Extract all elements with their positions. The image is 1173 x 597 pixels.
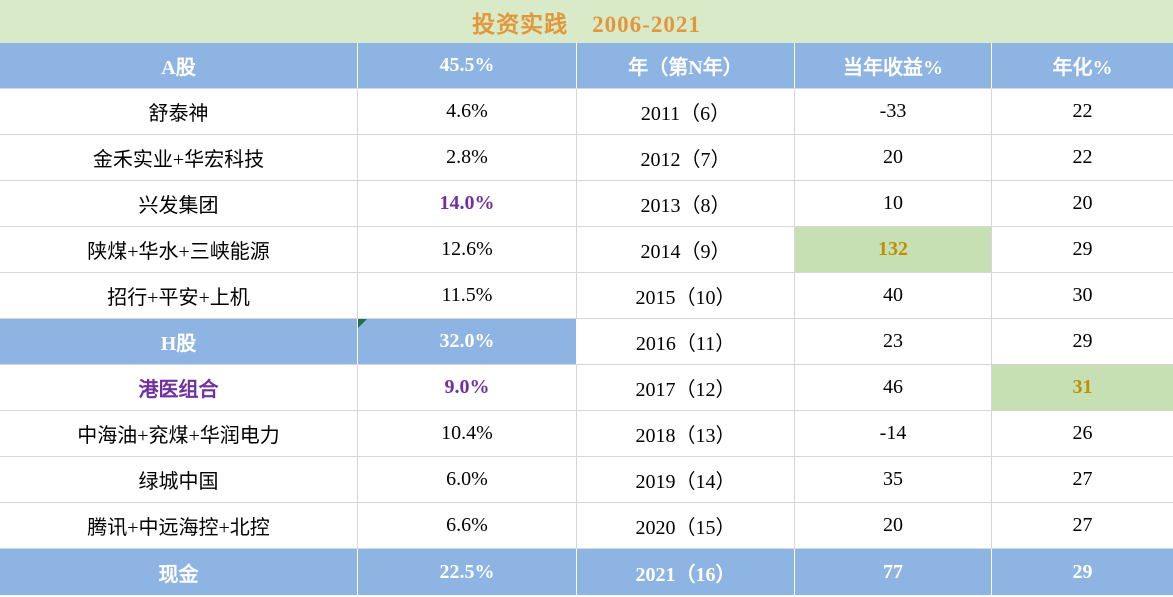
cell-annualized: 27: [992, 457, 1173, 503]
col-header-year: 年（第N年）: [577, 43, 795, 89]
cell-name: 腾讯+中远海控+北控: [0, 503, 358, 549]
cell-name: 中海油+兖煤+华润电力: [0, 411, 358, 457]
cell-yearly-return: 40: [795, 273, 992, 319]
col-header-annualized: 年化%: [992, 43, 1173, 89]
cell-name: H股: [0, 319, 358, 365]
cell-year: 2020（15）: [577, 503, 795, 549]
cell-year: 2011（6）: [577, 89, 795, 135]
cell-yearly-return: 23: [795, 319, 992, 365]
cell-name: 金禾实业+华宏科技: [0, 135, 358, 181]
cell-annualized: 29: [992, 319, 1173, 365]
table-row: 陕煤+华水+三峡能源 12.6% 2014（9） 132 29: [0, 227, 1173, 273]
cell-weight: 22.5%: [358, 549, 577, 595]
cell-annualized: 20: [992, 181, 1173, 227]
cell-annualized-highlighted: 31: [992, 365, 1173, 411]
cell-annualized: 29: [992, 549, 1173, 595]
cell-name: 港医组合: [0, 365, 358, 411]
cell-year: 2014（9）: [577, 227, 795, 273]
cell-weight: 12.6%: [358, 227, 577, 273]
cell-weight: 6.6%: [358, 503, 577, 549]
cell-annualized: 22: [992, 135, 1173, 181]
table-row: 舒泰神 4.6% 2011（6） -33 22: [0, 89, 1173, 135]
col-header-a-shares: A股: [0, 43, 358, 89]
cell-annualized: 29: [992, 227, 1173, 273]
cell-year: 2012（7）: [577, 135, 795, 181]
cell-yearly-return: 20: [795, 503, 992, 549]
table-row: 绿城中国 6.0% 2019（14） 35 27: [0, 457, 1173, 503]
table-row: 中海油+兖煤+华润电力 10.4% 2018（13） -14 26: [0, 411, 1173, 457]
page-title: 投资实践 2006-2021: [472, 11, 701, 37]
cell-weight: 6.0%: [358, 457, 577, 503]
cell-yearly-return: 35: [795, 457, 992, 503]
cell-name: 舒泰神: [0, 89, 358, 135]
cell-name: 现金: [0, 549, 358, 595]
table-row-h-shares: H股 32.0% 2016（11） 23 29: [0, 319, 1173, 365]
cell-year: 2017（12）: [577, 365, 795, 411]
cell-annualized: 27: [992, 503, 1173, 549]
cell-year: 2013（8）: [577, 181, 795, 227]
table-row: 金禾实业+华宏科技 2.8% 2012（7） 20 22: [0, 135, 1173, 181]
cell-year: 2015（10）: [577, 273, 795, 319]
header-row: A股 45.5% 年（第N年） 当年收益% 年化%: [0, 43, 1173, 89]
cell-name: 兴发集团: [0, 181, 358, 227]
cell-weight: 14.0%: [358, 181, 577, 227]
portfolio-table: A股 45.5% 年（第N年） 当年收益% 年化% 舒泰神 4.6% 2011（…: [0, 43, 1173, 595]
cell-weight-value: 32.0%: [439, 330, 495, 352]
title-bar: 投资实践 2006-2021: [0, 0, 1173, 43]
cell-annualized: 22: [992, 89, 1173, 135]
cell-year: 2018（13）: [577, 411, 795, 457]
col-header-yearly-return: 当年收益%: [795, 43, 992, 89]
cell-year: 2019（14）: [577, 457, 795, 503]
cell-annualized: 26: [992, 411, 1173, 457]
cell-yearly-return-highlighted: 132: [795, 227, 992, 273]
cell-annualized: 30: [992, 273, 1173, 319]
cell-yearly-return: 10: [795, 181, 992, 227]
cell-weight: 9.0%: [358, 365, 577, 411]
cell-yearly-return: 77: [795, 549, 992, 595]
cell-year: 2021（16）: [577, 549, 795, 595]
table-row: 兴发集团 14.0% 2013（8） 10 20: [0, 181, 1173, 227]
cell-year: 2016（11）: [577, 319, 795, 365]
col-header-weight: 45.5%: [358, 43, 577, 89]
cell-yearly-return: -33: [795, 89, 992, 135]
cell-weight: 10.4%: [358, 411, 577, 457]
cell-yearly-return: 46: [795, 365, 992, 411]
cell-weight: 2.8%: [358, 135, 577, 181]
cell-name: 绿城中国: [0, 457, 358, 503]
cell-weight: 32.0%: [358, 319, 577, 365]
cell-weight: 4.6%: [358, 89, 577, 135]
cell-yearly-return: -14: [795, 411, 992, 457]
cell-yearly-return: 20: [795, 135, 992, 181]
table-row-cash: 现金 22.5% 2021（16） 77 29: [0, 549, 1173, 595]
cell-name: 陕煤+华水+三峡能源: [0, 227, 358, 273]
table-row: 港医组合 9.0% 2017（12） 46 31: [0, 365, 1173, 411]
excel-error-triangle-icon: [358, 319, 367, 328]
table-row: 腾讯+中远海控+北控 6.6% 2020（15） 20 27: [0, 503, 1173, 549]
table-row: 招行+平安+上机 11.5% 2015（10） 40 30: [0, 273, 1173, 319]
cell-name: 招行+平安+上机: [0, 273, 358, 319]
cell-weight: 11.5%: [358, 273, 577, 319]
